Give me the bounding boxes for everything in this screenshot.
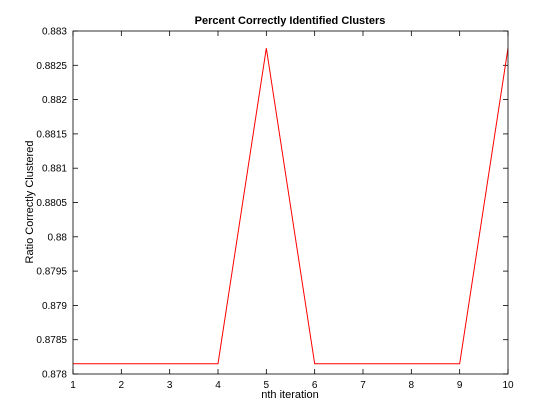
x-tick-label: 4 bbox=[215, 380, 221, 391]
plot-frame bbox=[72, 30, 509, 375]
x-tick-label: 6 bbox=[312, 380, 318, 391]
series-line bbox=[73, 48, 509, 365]
x-axis-label: nth iteration bbox=[261, 389, 318, 401]
y-axis-label: Ratio Correctly Clustered bbox=[24, 141, 36, 264]
chart-title: Percent Correctly Identified Clusters bbox=[195, 15, 386, 27]
x-tick-label: 7 bbox=[360, 380, 366, 391]
plot-area bbox=[73, 31, 508, 374]
y-tick-label: 0.8805 bbox=[36, 198, 67, 209]
x-tick-label: 1 bbox=[70, 380, 76, 391]
y-tick-label: 0.879 bbox=[42, 301, 67, 312]
y-tick-label: 0.881 bbox=[42, 164, 67, 175]
series-group bbox=[73, 48, 509, 365]
y-tick-label: 0.8785 bbox=[36, 335, 67, 346]
y-tick-label: 0.8795 bbox=[36, 267, 67, 278]
y-tick-label: 0.8815 bbox=[36, 129, 67, 140]
x-tick-label: 8 bbox=[409, 380, 415, 391]
x-tick-label: 5 bbox=[264, 380, 270, 391]
x-tick-label: 3 bbox=[167, 380, 173, 391]
x-tick-label: 9 bbox=[457, 380, 463, 391]
y-tick-label: 0.882 bbox=[42, 95, 67, 106]
x-tick-label: 10 bbox=[502, 380, 514, 391]
axis-ticks: 1 2 3 4 5 6 7 8 9 10 0.878 0.8785 0.879 0.8795 0.88 0.8… bbox=[36, 27, 514, 392]
y-tick-label: 0.878 bbox=[42, 370, 67, 381]
y-tick-label: 0.88 bbox=[48, 232, 68, 243]
x-tick-label: 2 bbox=[119, 380, 125, 391]
y-tick-label: 0.8825 bbox=[36, 61, 67, 72]
y-tick-label: 0.883 bbox=[42, 27, 67, 38]
